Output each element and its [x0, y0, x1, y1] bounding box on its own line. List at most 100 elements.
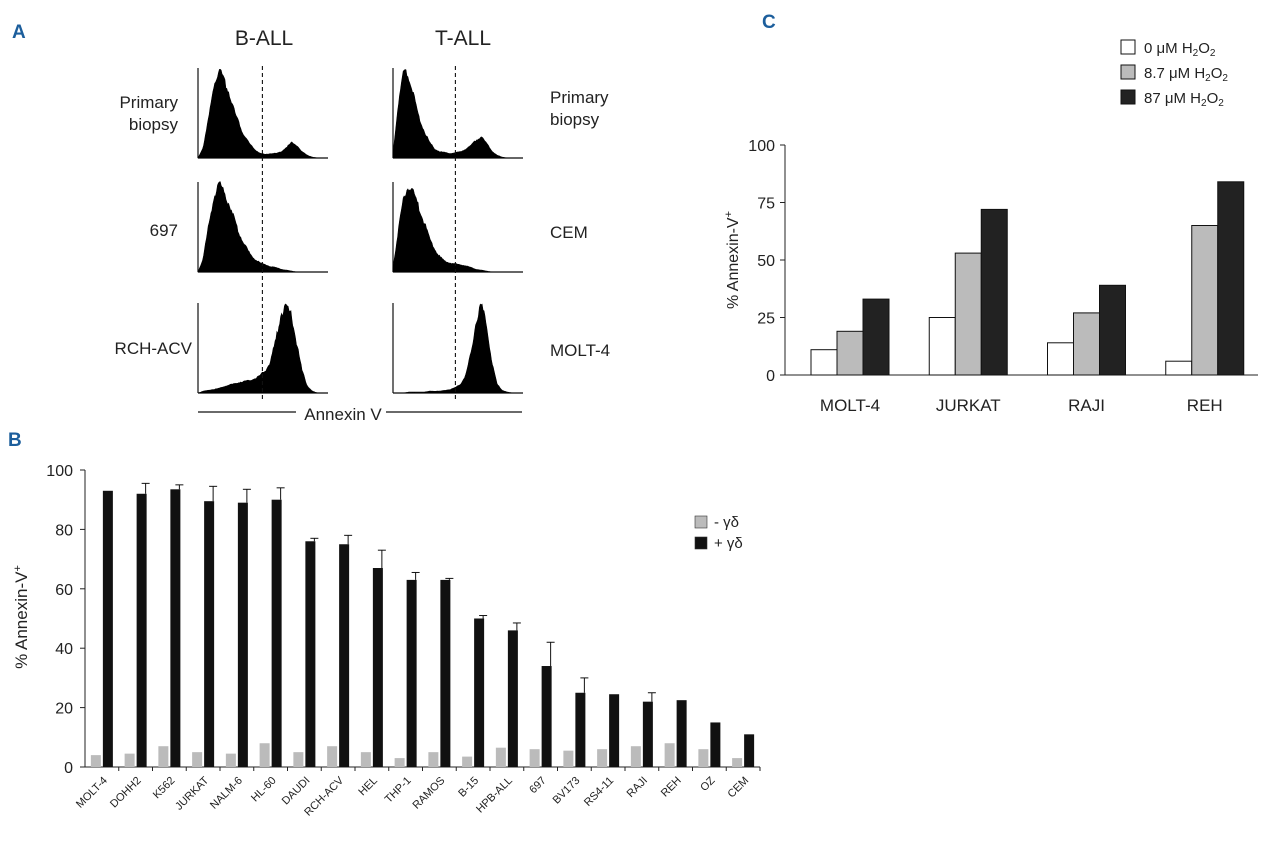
histogram-t-all-cem: [392, 182, 523, 273]
bar-697-minus-gd: [529, 749, 540, 767]
histogram-b-all-rch-acv: [197, 303, 328, 394]
bar-hl-60-plus-gd: [271, 499, 282, 767]
bar-raji-plus-gd: [642, 701, 653, 767]
x-label-reh: REH: [1187, 396, 1223, 415]
bar-reh-minus-gd: [664, 743, 675, 767]
bar-thp-1-minus-gd: [394, 758, 405, 767]
bar-rs4-11-plus-gd: [609, 694, 620, 767]
bar-rch-acv-plus-gd: [339, 544, 350, 767]
row-label-t-primary-biopsy: Primary biopsy: [550, 88, 609, 129]
x-label-hl-60: HL-60: [249, 775, 279, 805]
legend-swatch-plus-gd: [694, 536, 708, 550]
panel-label-a: A: [12, 22, 26, 43]
bar-oz-plus-gd: [710, 722, 721, 767]
bar-nalm-6-minus-gd: [225, 753, 236, 767]
panel-c-y-tick-label: 0: [766, 368, 775, 385]
panel-c-y-axis-label: % Annexin-V+: [723, 211, 742, 309]
bar-molt-4-minus-gd: [90, 755, 101, 767]
legend-label-plus-gd: + γδ: [714, 535, 743, 552]
x-label-raji: RAJI: [1068, 396, 1105, 415]
legend-label-minus-gd: - γδ: [714, 514, 739, 531]
bar-rs4-11-minus-gd: [597, 749, 608, 767]
bar-molt-4-8-7-m-h2o2: [836, 330, 864, 376]
histogram-fill: [197, 68, 328, 159]
bar-reh-plus-gd: [676, 700, 687, 767]
bar-raji-87-m-h2o2: [1099, 284, 1126, 376]
bar-k562-minus-gd: [158, 746, 169, 767]
bar-reh-87-m-h2o2: [1217, 181, 1245, 376]
legend-label-8-7-m-h2o2: 8.7 μM H2O2: [1144, 65, 1228, 84]
bar-bv173-minus-gd: [563, 750, 574, 767]
panel-b-y-tick-label: 100: [46, 463, 73, 480]
bar-bv173-plus-gd: [575, 692, 586, 767]
x-label-697: 697: [527, 775, 548, 796]
panel-b-legend: - γδ + γδ: [694, 514, 743, 552]
panel-b-y-tick-label: 80: [55, 522, 73, 539]
bar-ramos-plus-gd: [440, 579, 451, 767]
histogram-fill: [393, 303, 523, 394]
panel-b-y-tick-label: 20: [55, 701, 73, 718]
panel-a-histograms: B-ALL T-ALL Primary biopsy 697 RCH-ACV Pr…: [115, 27, 611, 424]
bar-molt-4-0-m-h2o2: [810, 349, 838, 376]
bar-nalm-6-plus-gd: [237, 502, 248, 767]
bar-b-15-minus-gd: [462, 756, 473, 767]
panel-c-y-tick-label: 25: [757, 311, 775, 328]
x-label-jurkat: JURKAT: [936, 396, 1001, 415]
legend-label-87-m-h2o2: 87 μM H2O2: [1144, 90, 1224, 109]
bar-raji-minus-gd: [630, 746, 641, 767]
x-label-molt-4: MOLT-4: [820, 396, 880, 415]
bar-molt-4-87-m-h2o2: [862, 298, 890, 376]
bar-jurkat-plus-gd: [204, 501, 215, 767]
panel-b-y-tick-label: 40: [55, 641, 73, 658]
legend-swatch-0-m-h2o2: [1120, 39, 1136, 55]
legend-swatch-minus-gd: [694, 515, 708, 529]
histogram-t-all-molt-4: [392, 303, 523, 394]
bar-hel-minus-gd: [360, 752, 371, 767]
bar-reh-8-7-m-h2o2: [1191, 225, 1219, 376]
panel-b-y-tick-label: 60: [55, 582, 73, 599]
bar-daudi-plus-gd: [305, 541, 316, 767]
row-label-t-molt-4: MOLT-4: [550, 341, 610, 360]
bar-697-plus-gd: [541, 666, 552, 767]
panel-c-y-tick-label: 50: [757, 253, 775, 270]
bar-molt-4-plus-gd: [102, 490, 113, 767]
row-label-b-primary-biopsy: Primary biopsy: [119, 93, 178, 134]
bar-cem-minus-gd: [732, 758, 743, 767]
x-label-oz: OZ: [698, 774, 717, 793]
bar-daudi-minus-gd: [293, 752, 304, 767]
bar-reh-0-m-h2o2: [1165, 360, 1193, 376]
bar-jurkat-8-7-m-h2o2: [954, 252, 982, 376]
x-label-reh: REH: [659, 775, 684, 800]
panel-c-y-tick-label: 100: [748, 138, 775, 155]
x-label-cem: CEM: [725, 775, 751, 801]
legend-label-0-m-h2o2: 0 μM H2O2: [1144, 40, 1216, 59]
bar-jurkat-0-m-h2o2: [928, 317, 956, 376]
legend-swatch-8-7-m-h2o2: [1120, 64, 1136, 80]
panel-c-legend: 0 μM H2O2 8.7 μM H2O2 87 μM H2O2: [1120, 39, 1228, 109]
x-label-jurkat: JURKAT: [173, 774, 211, 812]
panel-label-c: C: [762, 12, 776, 33]
bar-hel-plus-gd: [372, 568, 383, 767]
histogram-b-all-primary-biopsy: [197, 68, 328, 159]
panel-c-bar-chart: % Annexin-V+ 0 25 50 75 100 MOLT-4 JURKAT RAJI R…: [723, 39, 1258, 415]
x-label-thp-1: THP-1: [383, 775, 414, 806]
bar-k562-plus-gd: [170, 489, 181, 767]
bar-raji-8-7-m-h2o2: [1073, 312, 1100, 376]
row-label-b-rch-acv: RCH-ACV: [115, 339, 193, 358]
histogram-fill: [197, 181, 328, 273]
bar-ramos-minus-gd: [428, 752, 439, 767]
row-label-t-cem: CEM: [550, 223, 588, 242]
row-label-b-697: 697: [150, 221, 178, 240]
panel-label-b: B: [8, 430, 22, 451]
bar-b-15-plus-gd: [474, 618, 485, 767]
histogram-b-all-697: [197, 181, 328, 273]
bar-hl-60-minus-gd: [259, 743, 270, 767]
panel-c-y-tick-label: 75: [757, 196, 775, 213]
bar-jurkat-minus-gd: [192, 752, 203, 767]
panel-b-y-tick-label: 0: [64, 760, 73, 777]
bar-thp-1-plus-gd: [406, 579, 417, 767]
x-label-rs4-11: RS4-11: [582, 775, 616, 809]
x-label-k562: K562: [151, 775, 178, 802]
